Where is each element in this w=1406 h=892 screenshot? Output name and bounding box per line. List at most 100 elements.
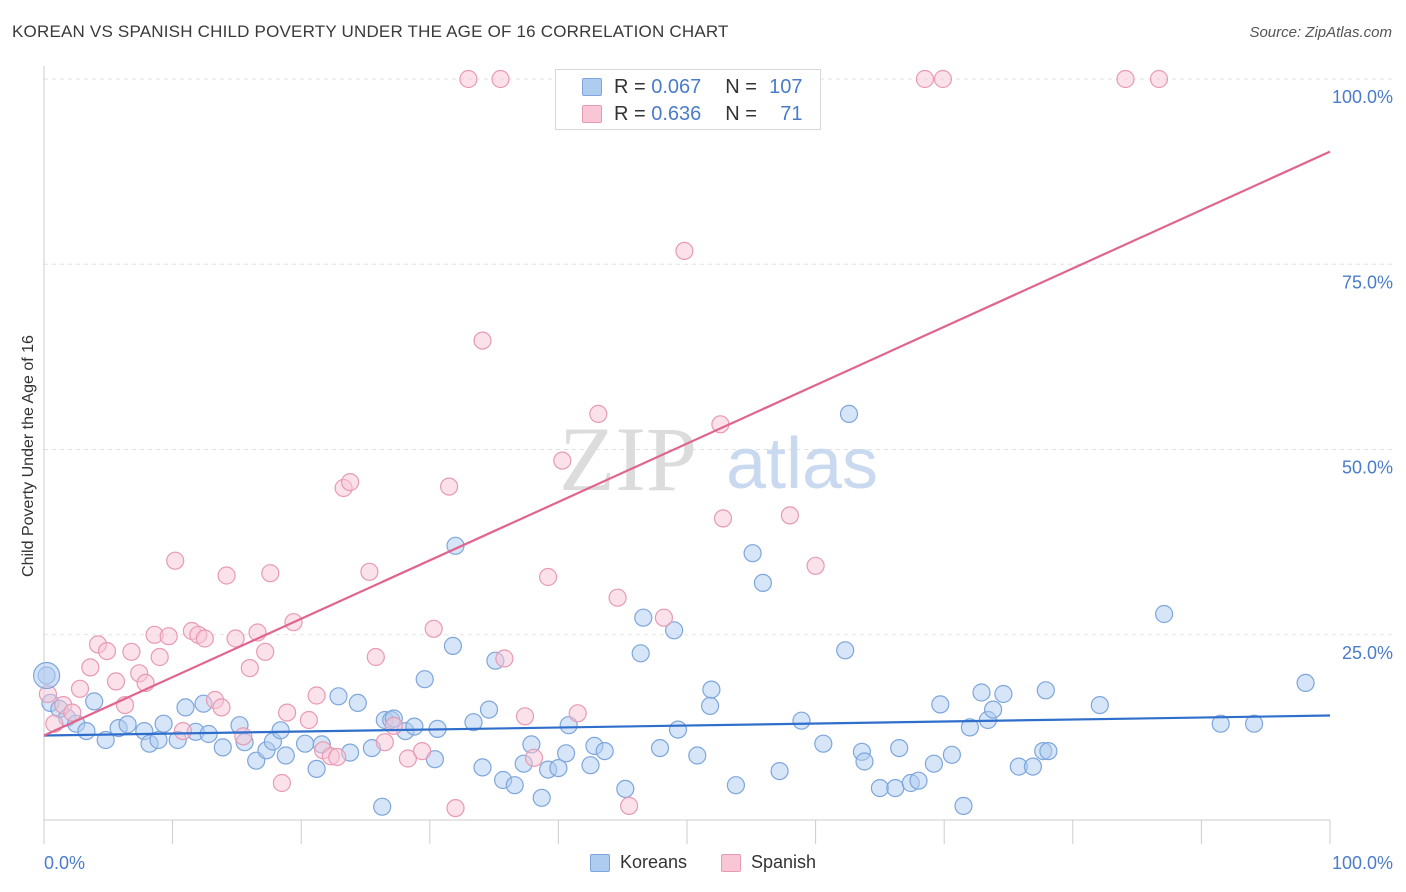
- legend-row-koreans: R = 0.067 N = 107: [582, 76, 803, 98]
- point-koreans: [479, 700, 499, 719]
- point-koreans: [814, 734, 833, 753]
- point-koreans: [1296, 673, 1315, 693]
- point-koreans: [1244, 714, 1264, 733]
- point-spanish: [459, 69, 478, 89]
- legend-r-value: 0.636: [651, 102, 702, 125]
- point-spanish: [473, 331, 492, 350]
- point-spanish: [491, 69, 510, 89]
- point-koreans: [954, 796, 973, 816]
- point-koreans: [886, 778, 905, 798]
- point-koreans: [931, 695, 950, 714]
- point-spanish: [63, 703, 82, 722]
- point-koreans: [405, 717, 424, 736]
- point-koreans: [271, 721, 290, 740]
- series-legend-spanish[interactable]: Spanish: [720, 852, 816, 873]
- point-koreans: [85, 692, 104, 711]
- legend-r-label: R =: [614, 75, 652, 98]
- point-koreans: [668, 720, 688, 739]
- point-spanish: [524, 748, 544, 767]
- point-spanish: [515, 707, 535, 726]
- axes: [43, 66, 1331, 844]
- point-spanish: [159, 627, 178, 646]
- point-spanish: [440, 477, 459, 496]
- point-spanish: [240, 658, 259, 678]
- point-koreans: [425, 750, 444, 769]
- point-spanish: [195, 629, 214, 648]
- legend-r-value: 0.067: [651, 75, 702, 98]
- point-spanish: [97, 641, 117, 661]
- point-koreans: [631, 644, 650, 663]
- point-koreans: [909, 771, 928, 790]
- point-spanish: [341, 473, 360, 492]
- point-koreans: [870, 778, 890, 798]
- point-koreans: [556, 744, 576, 763]
- point-koreans: [581, 756, 600, 775]
- legend-n-value: 71: [780, 102, 803, 125]
- y-tick-label: 25.0%: [1342, 643, 1393, 663]
- point-koreans: [855, 752, 874, 771]
- point-spanish: [375, 733, 394, 752]
- point-koreans: [924, 754, 944, 773]
- point-koreans: [464, 713, 483, 732]
- point-spanish: [398, 749, 417, 768]
- point-koreans: [307, 759, 326, 779]
- point-koreans: [118, 715, 137, 734]
- data-points: [32, 69, 1315, 818]
- point-spanish: [217, 566, 236, 585]
- y-tick-label: 75.0%: [1342, 272, 1393, 292]
- point-koreans: [213, 738, 232, 757]
- point-spanish: [413, 741, 432, 761]
- point-koreans: [348, 693, 367, 713]
- point-koreans: [890, 738, 909, 758]
- watermark-zip: ZIP: [559, 408, 697, 510]
- point-koreans: [77, 721, 96, 741]
- point-spanish: [538, 567, 558, 587]
- point-koreans: [972, 683, 991, 702]
- point-spanish: [256, 642, 275, 661]
- point-spanish: [261, 564, 280, 583]
- point-koreans: [650, 738, 670, 758]
- legend-n-label: N =: [725, 102, 763, 125]
- point-koreans: [664, 621, 684, 640]
- watermark: ZIP atlas: [559, 408, 878, 510]
- point-koreans: [296, 734, 315, 753]
- legend-n-label: N =: [725, 75, 763, 98]
- series-legend-koreans[interactable]: Koreans: [589, 852, 687, 873]
- point-koreans: [595, 741, 614, 761]
- point-spanish: [608, 588, 627, 607]
- legend-row-spanish: R = 0.636 N = 71: [582, 103, 803, 125]
- point-koreans: [836, 641, 855, 660]
- x-tick-label: 0.0%: [44, 853, 85, 873]
- point-spanish: [589, 404, 608, 423]
- point-koreans: [1023, 757, 1043, 776]
- legend-swatch-koreans: [582, 78, 602, 96]
- point-spanish: [272, 773, 291, 793]
- point-koreans: [1090, 695, 1109, 715]
- grid-lines: [44, 78, 1395, 636]
- point-spanish: [933, 69, 953, 89]
- point-spanish: [446, 798, 465, 818]
- point-koreans: [960, 718, 980, 737]
- point-spanish: [675, 241, 694, 260]
- point-spanish: [166, 551, 185, 570]
- trend-lines: [43, 150, 1331, 737]
- point-koreans: [634, 608, 653, 627]
- source-label: Source: ZipAtlas.com: [1249, 24, 1392, 41]
- point-spanish: [81, 658, 100, 677]
- stats-legend: R = 0.067 N = 107 R = 0.636 N = 71: [555, 69, 821, 130]
- point-koreans: [505, 776, 524, 795]
- y-tick-label: 50.0%: [1342, 458, 1393, 478]
- point-koreans: [373, 797, 392, 816]
- point-spanish: [366, 647, 385, 667]
- series-label-koreans: Koreans: [619, 852, 687, 872]
- point-koreans: [415, 670, 434, 689]
- point-spanish: [568, 704, 587, 723]
- watermark-atlas: atlas: [726, 424, 878, 504]
- tick-labels: 25.0% 50.0% 75.0% 100.0% 0.0% 100.0%: [44, 87, 1393, 873]
- chart-title: KOREAN VS SPANISH CHILD POVERTY UNDER TH…: [12, 22, 729, 41]
- legend-r-label: R =: [614, 102, 652, 125]
- point-spanish: [424, 619, 443, 638]
- point-koreans: [743, 544, 762, 563]
- point-koreans: [616, 779, 635, 799]
- point-spanish: [553, 451, 572, 470]
